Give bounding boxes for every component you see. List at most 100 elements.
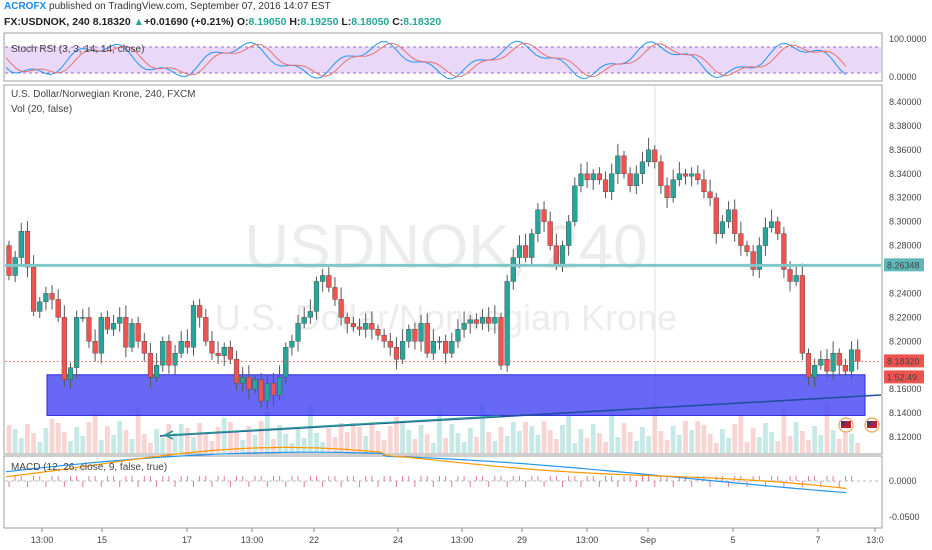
volume-bar — [799, 431, 805, 453]
volume-bar — [363, 436, 369, 453]
candle-body — [553, 245, 559, 264]
candle-body — [80, 317, 86, 319]
volume-bar — [264, 412, 270, 453]
candle-body — [443, 341, 449, 354]
candle-body — [744, 245, 750, 252]
stoch-d-line — [5, 42, 847, 78]
volume-bar — [720, 429, 725, 453]
price-tick-label: 8.22000 — [889, 312, 922, 322]
candle-body — [400, 341, 406, 360]
candle-body — [203, 317, 209, 342]
candle-body — [479, 317, 486, 324]
volume-bar — [141, 434, 147, 453]
candle-body — [55, 299, 61, 318]
stoch-tick-label: 100.0000 — [889, 34, 927, 44]
candle-body — [775, 221, 781, 234]
price-tick-label: 8.28000 — [889, 241, 922, 251]
volume-bar — [658, 431, 664, 453]
volume-bar — [492, 441, 498, 453]
candle-body — [646, 149, 652, 163]
candle-body — [590, 173, 596, 180]
candle-body — [529, 233, 535, 258]
candle-body — [805, 353, 812, 378]
candle-body — [473, 319, 480, 324]
volume-bar — [504, 436, 510, 453]
symbol[interactable]: FX:USDNOK, 240 — [4, 16, 90, 28]
volume-bar — [744, 442, 750, 453]
volume-bar — [787, 436, 793, 453]
candle-body — [467, 319, 473, 324]
volume-bar — [80, 436, 86, 453]
candle-body — [848, 349, 855, 372]
volume-bar — [221, 418, 227, 453]
candle-body — [258, 379, 264, 402]
volume-bar — [344, 432, 350, 453]
volume-bar — [830, 430, 836, 453]
publisher-name[interactable]: ACROFX — [4, 1, 47, 12]
volume-bar — [74, 427, 80, 453]
candle-body — [215, 353, 221, 356]
candle-body — [676, 173, 682, 180]
candle-body — [301, 317, 307, 324]
flag-icon[interactable] — [864, 417, 880, 433]
stoch-rsi-label[interactable]: Stoch RSI (3, 3, 14, 14, close) — [11, 44, 145, 55]
candle-body — [486, 317, 492, 324]
volume-bar — [31, 433, 36, 453]
low-value: 8.18050 — [351, 16, 390, 28]
volume-bar — [283, 434, 289, 453]
volume-bar — [49, 419, 55, 453]
candle-body — [209, 341, 215, 354]
volume-bar — [320, 442, 326, 453]
candle-body — [129, 323, 135, 348]
main-series-label[interactable]: U.S. Dollar/Norwegian Krone, 240, FXCM — [11, 89, 196, 100]
stoch-tick-label: 0.0000 — [889, 72, 917, 82]
macd-label[interactable]: MACD (12, 26, close, 9, false, true) — [11, 462, 168, 473]
time-tick-label: 5 — [730, 535, 735, 545]
volume-bar — [763, 423, 768, 453]
volume-bar — [689, 430, 695, 453]
main-panel-frame — [3, 84, 883, 455]
time-tick-label: 13:00 — [241, 535, 264, 545]
volume-bar — [166, 424, 172, 453]
volume-bar — [215, 427, 221, 453]
candle-body — [781, 233, 787, 270]
flag-icon[interactable] — [838, 417, 854, 433]
last-price: 8.18320 — [92, 16, 131, 28]
price-tick-label: 8.16000 — [889, 384, 922, 394]
candle-body — [559, 245, 566, 264]
candle-body — [719, 221, 726, 234]
volume-bar — [633, 441, 639, 453]
price-tick-label: 8.14000 — [889, 408, 922, 418]
volume-bar — [670, 426, 676, 453]
candle-body — [701, 179, 707, 192]
candle-body — [572, 185, 578, 222]
symbol-bar: FX:USDNOK, 240 8.18320 ▲+0.01690 (+0.21%… — [4, 16, 441, 28]
candle-body — [153, 365, 160, 378]
volume-bar — [314, 433, 319, 453]
candle-body — [86, 317, 92, 342]
volume-bar — [295, 429, 301, 453]
volume-label[interactable]: Vol (20, false) — [11, 104, 73, 115]
volume-bar — [307, 406, 313, 453]
volume-bar — [701, 425, 707, 453]
stoch-band — [5, 47, 881, 73]
candle-body — [283, 347, 289, 378]
volume-bar — [855, 443, 861, 453]
volume-bars — [6, 403, 861, 453]
volume-bar — [148, 443, 153, 453]
candle-body — [492, 317, 498, 324]
candle-body — [393, 347, 400, 360]
candle-body — [160, 341, 166, 366]
candle-body — [818, 359, 824, 366]
arrowhead-icon — [163, 430, 174, 440]
candle-body — [233, 359, 240, 384]
candle-body — [31, 266, 37, 312]
high-label: H: — [289, 16, 301, 28]
volume-bar — [424, 434, 430, 453]
candle-body — [37, 301, 43, 312]
candle-body — [498, 317, 504, 366]
volume-bar — [793, 422, 799, 453]
macd-tick-label: -0.0500 — [889, 512, 920, 522]
volume-bar — [6, 425, 12, 453]
